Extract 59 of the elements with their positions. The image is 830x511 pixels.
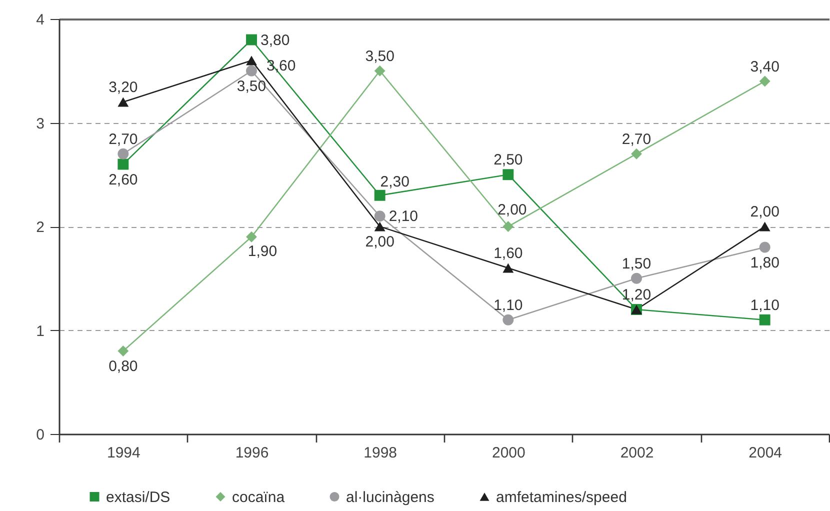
point	[502, 169, 514, 180]
data-label: 2,10	[388, 208, 418, 226]
point	[118, 158, 129, 170]
y-tick-label: 0	[36, 426, 44, 444]
point	[118, 346, 129, 356]
point	[759, 242, 770, 253]
point	[759, 76, 770, 87]
data-label: 2,00	[498, 202, 527, 218]
legend-label: al·lucinàgens	[346, 488, 434, 506]
data-label: 2,70	[108, 130, 138, 148]
data-label: 3,40	[750, 58, 780, 76]
point	[118, 148, 129, 160]
data-label: 3,50	[365, 48, 394, 65]
data-label: 1,10	[494, 296, 523, 314]
point	[374, 222, 386, 232]
y-tick-label: 1	[36, 322, 44, 340]
x-tick-label: 2002	[620, 444, 654, 462]
data-label: 2,00	[750, 204, 780, 220]
point	[502, 263, 514, 273]
y-tick-label: 4	[36, 12, 44, 28]
point	[246, 65, 257, 76]
data-label: 1,50	[622, 255, 652, 272]
x-tick-label: 2000	[492, 444, 526, 462]
x-tick-label: 1998	[364, 444, 398, 462]
legend-label: cocaïna	[232, 488, 286, 506]
point	[631, 148, 642, 160]
data-label: 3,50	[236, 78, 266, 95]
data-label: 0,80	[108, 358, 138, 375]
legend-label: extasi/DS	[106, 488, 170, 506]
data-label: 1,60	[494, 245, 523, 262]
point	[246, 34, 257, 46]
x-tick-label: 1994	[106, 444, 140, 462]
data-label: 3,80	[260, 32, 290, 49]
data-label: 2,30	[380, 173, 410, 190]
data-label: 1,10	[750, 296, 780, 314]
y-tick-label: 2	[36, 219, 44, 236]
point	[374, 190, 386, 201]
data-label: 1,20	[622, 286, 652, 304]
point	[759, 314, 770, 326]
data-label: 1,80	[750, 254, 780, 272]
data-label: 2,50	[494, 152, 523, 169]
point	[374, 65, 386, 76]
data-label: 2,70	[622, 130, 652, 148]
x-tick-label: 1996	[235, 444, 269, 462]
point	[246, 56, 257, 66]
point	[502, 314, 514, 326]
data-label: 3,20	[108, 79, 138, 96]
point	[374, 210, 386, 222]
point	[631, 272, 642, 284]
data-label: 2,60	[108, 171, 138, 188]
y-tick-label: 3	[36, 115, 44, 132]
point	[759, 222, 770, 232]
point	[246, 231, 257, 242]
data-label: 1,90	[248, 242, 278, 260]
legend-label: amfetamines/speed	[496, 488, 627, 506]
point	[118, 97, 129, 107]
x-tick-label: 2004	[748, 444, 782, 462]
data-label: 2,00	[365, 234, 394, 250]
point	[502, 221, 514, 232]
